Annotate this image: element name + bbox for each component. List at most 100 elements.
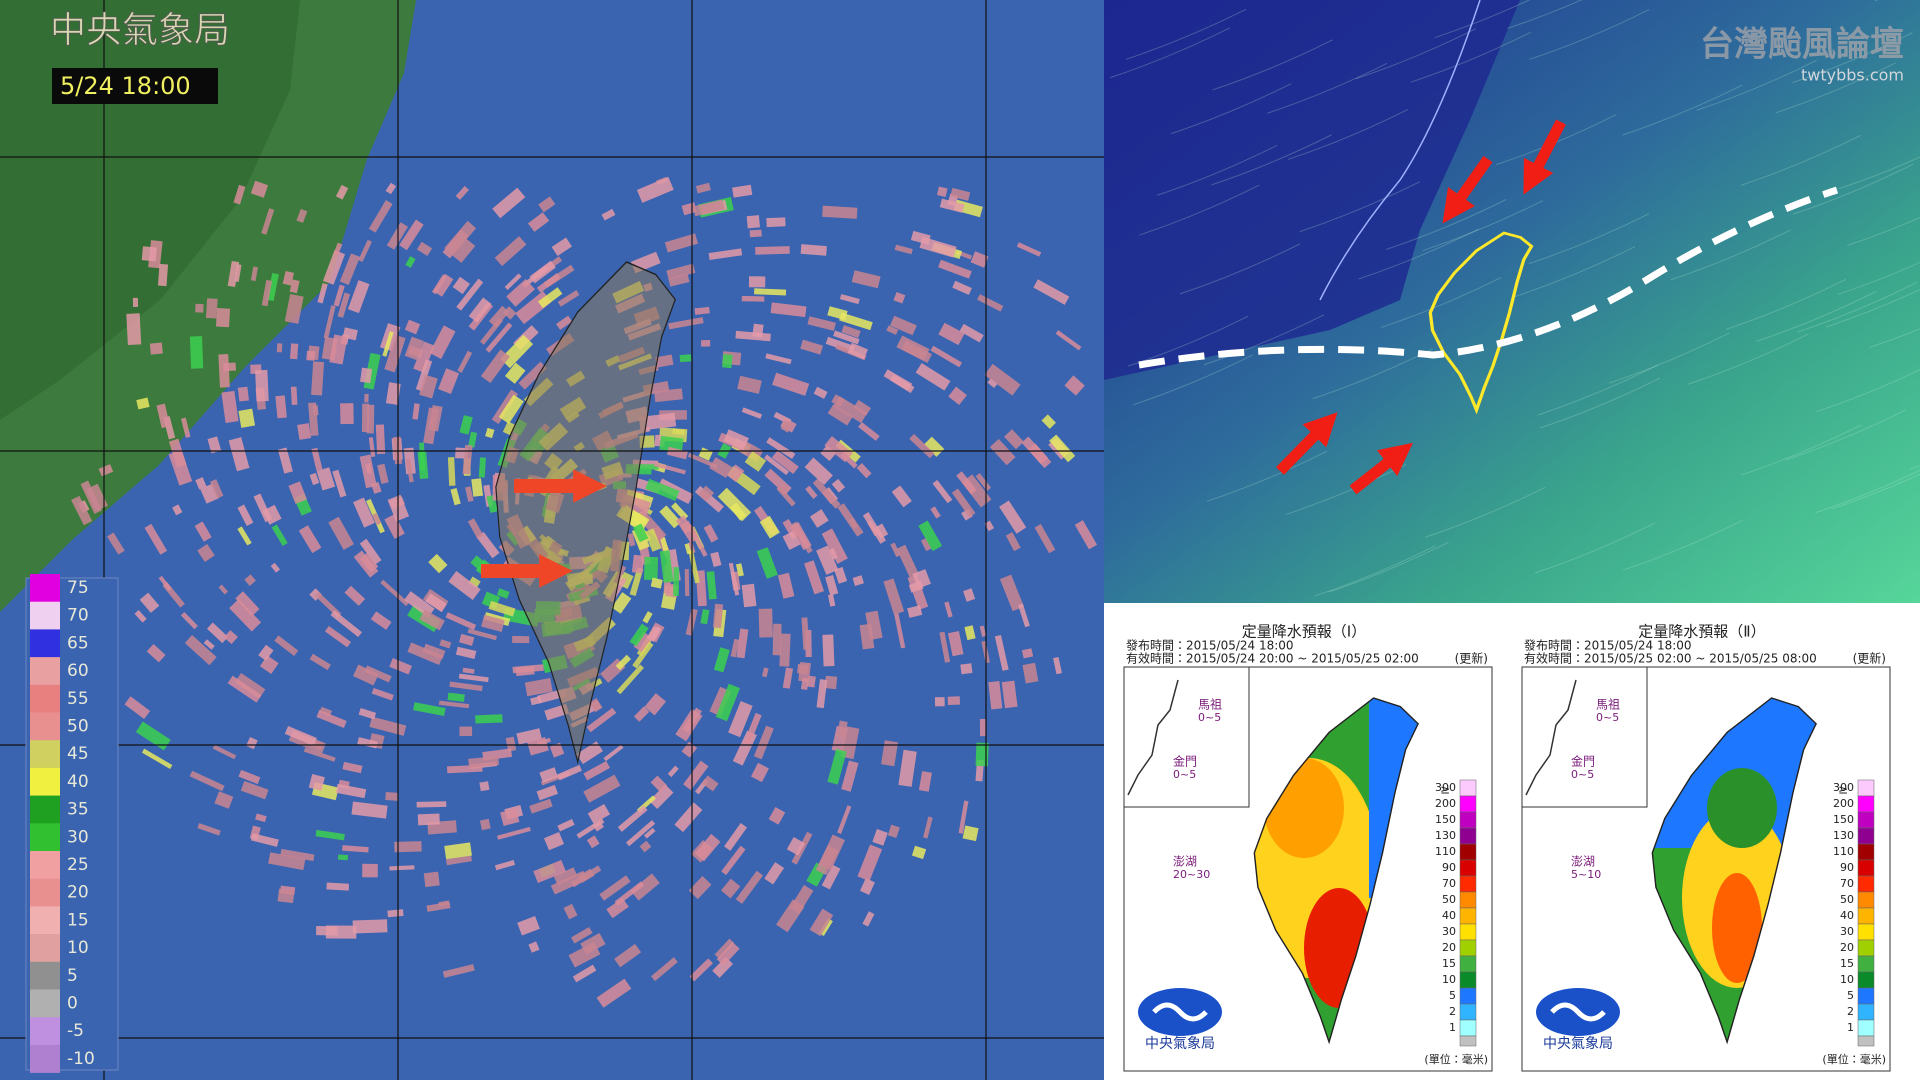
radar-echo <box>445 612 477 631</box>
radar-echo <box>358 239 372 263</box>
radar-echo <box>818 834 845 871</box>
radar-echo <box>221 390 239 423</box>
radar-echo <box>527 212 550 232</box>
radar-echo <box>364 665 392 683</box>
radar-echo <box>701 775 719 792</box>
legend-label: 40 <box>1442 909 1456 922</box>
wind-streak <box>1868 328 1920 348</box>
radar-echo <box>371 512 382 526</box>
wind-streak <box>1109 27 1231 79</box>
radar-echo <box>988 680 1003 710</box>
radar-echo <box>716 942 740 966</box>
radar-echo <box>308 773 325 791</box>
radar-echo <box>800 677 809 690</box>
legend-swatch <box>30 657 60 686</box>
radar-echo <box>244 574 256 586</box>
radar-echo <box>550 870 588 895</box>
logo-agency: 中央氣象局 <box>1145 1036 1215 1052</box>
radar-echo <box>650 775 668 793</box>
lat-lon-grid <box>0 0 1104 1080</box>
radar-echo <box>255 813 267 823</box>
legend-swatch <box>1459 1035 1477 1047</box>
radar-echo <box>614 943 642 968</box>
radar-echo <box>938 259 972 279</box>
wind-streak <box>1125 8 1247 60</box>
radar-echo <box>688 876 712 900</box>
radar-echo <box>330 610 363 638</box>
radar-echo <box>796 663 809 675</box>
island-range: 0~5 <box>1198 711 1221 724</box>
legend-label: 300 <box>1833 781 1854 794</box>
radar-echo <box>744 451 767 472</box>
radar-echo <box>194 521 212 542</box>
radar-echo <box>494 860 515 871</box>
radar-echo <box>475 714 503 724</box>
radar-echo <box>311 361 325 396</box>
radar-echo <box>898 749 917 787</box>
wind-streak <box>1203 314 1325 366</box>
wind-streak <box>1266 62 1388 114</box>
radar-echo <box>325 925 357 939</box>
radar-echo <box>556 315 573 330</box>
wind-streak <box>1539 377 1661 429</box>
radar-echo <box>944 601 953 618</box>
radar-echo <box>674 802 703 833</box>
radar-echo <box>984 520 995 532</box>
status: (更新) <box>1455 651 1488 666</box>
radar-echo <box>271 524 288 546</box>
radar-echo <box>801 617 810 650</box>
radar-echo <box>385 792 399 801</box>
radar-echo <box>737 375 762 394</box>
legend-sign: ≥ <box>1838 783 1848 797</box>
legend-label: 55 <box>67 689 89 709</box>
radar-echo <box>681 202 697 216</box>
radar-echo <box>146 644 166 663</box>
radar-echo <box>825 574 839 596</box>
radar-echo <box>649 784 674 809</box>
radar-echo <box>714 938 735 959</box>
legend-swatch <box>1459 923 1477 941</box>
radar-echo <box>529 260 556 284</box>
radar-echo <box>344 585 366 606</box>
legend-label: 10 <box>1840 973 1854 986</box>
legend-swatch <box>30 989 60 1018</box>
radar-echo <box>553 867 578 886</box>
legend-label: 5 <box>1449 989 1456 1002</box>
radar-echo <box>180 611 198 630</box>
radar-echo <box>891 485 912 508</box>
legend-label: 5 <box>1847 989 1854 1002</box>
wind-streak <box>1381 276 1502 328</box>
radar-echo <box>364 393 369 403</box>
radar-echo <box>337 292 351 318</box>
legend-swatch <box>30 823 60 852</box>
island-range: 5~10 <box>1571 868 1601 881</box>
radar-echo <box>500 334 534 369</box>
radar-echo <box>288 481 307 504</box>
radar-echo <box>449 681 483 692</box>
radar-echo <box>298 525 322 554</box>
radar-echo <box>858 422 880 441</box>
wind-streak <box>1609 332 1730 384</box>
radar-echo <box>500 808 520 826</box>
radar-echo <box>684 568 690 597</box>
radar-echo <box>890 542 901 558</box>
radar-echo <box>603 744 624 762</box>
radar-echo <box>987 378 998 388</box>
radar-echo <box>528 941 540 953</box>
radar-echo <box>262 504 282 525</box>
site-title: 台灣颱風論壇 <box>1700 25 1904 65</box>
radar-echo <box>375 424 386 455</box>
radar-echo <box>975 742 989 767</box>
radar-echo <box>644 693 667 716</box>
radar-echo <box>614 881 645 906</box>
radar-echo <box>780 420 793 433</box>
radar-echo <box>368 437 376 457</box>
legend-swatch <box>1857 1019 1875 1037</box>
radar-echo <box>551 237 572 256</box>
radar-echo <box>847 342 868 360</box>
radar-echo <box>447 692 465 702</box>
island-range: 0~5 <box>1596 711 1619 724</box>
legend-label: 150 <box>1435 813 1456 826</box>
radar-echo <box>419 609 445 631</box>
